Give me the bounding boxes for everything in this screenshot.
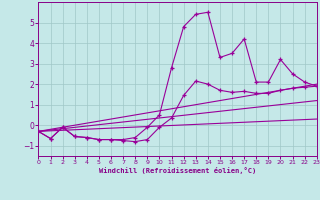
X-axis label: Windchill (Refroidissement éolien,°C): Windchill (Refroidissement éolien,°C) — [99, 167, 256, 174]
